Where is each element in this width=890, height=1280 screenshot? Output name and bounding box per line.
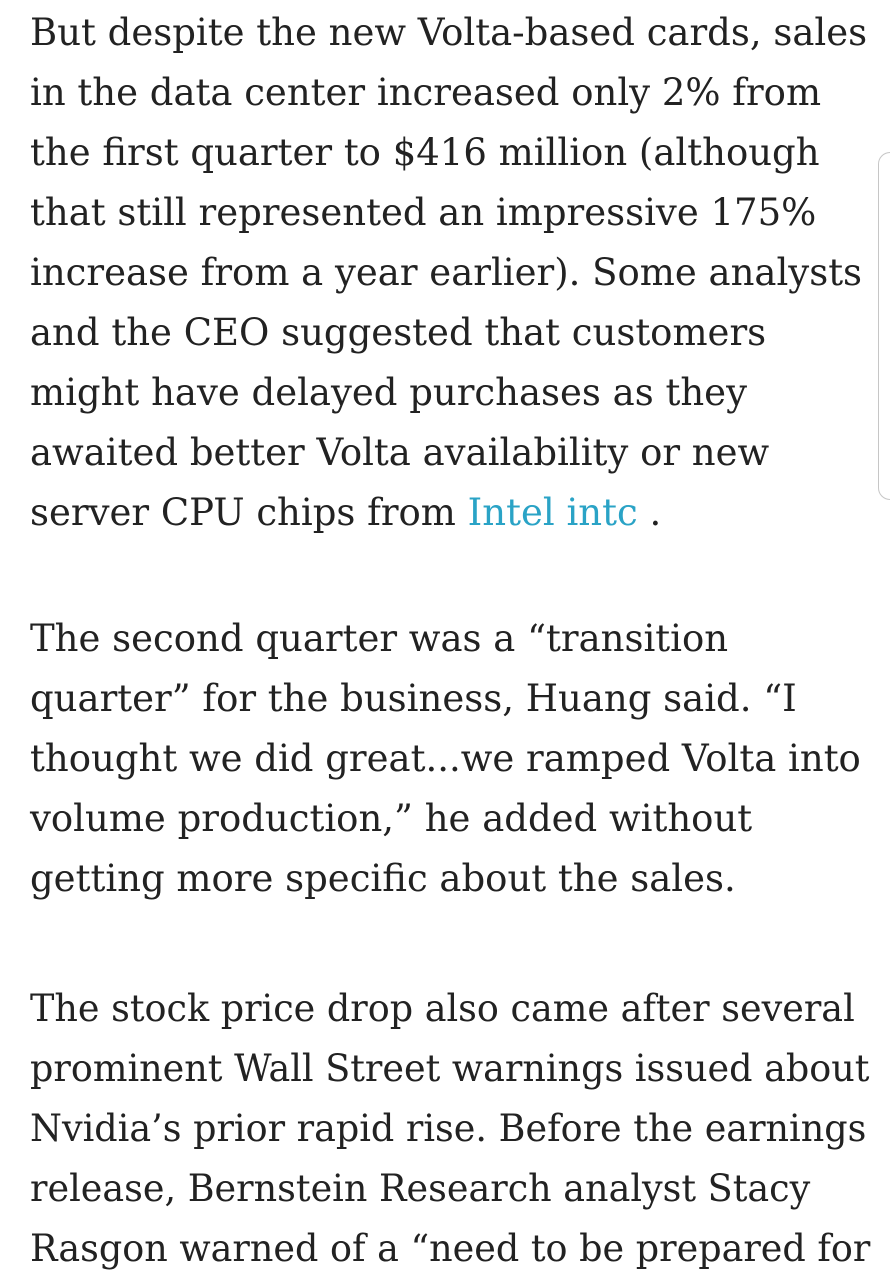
intel-stock-link[interactable]: Intel intc bbox=[467, 491, 638, 534]
text-line: But despite the new Volta-based cards, s… bbox=[30, 11, 868, 54]
text-line: The second quarter was a “transition bbox=[30, 617, 729, 660]
text-line: and the CEO suggested that customers bbox=[30, 311, 767, 354]
text-line: Rasgon warned of a “need to be prepared … bbox=[30, 1227, 871, 1270]
text-line: in the data center increased only 2% fro… bbox=[30, 71, 822, 114]
text-line: might have delayed purchases as they bbox=[30, 371, 747, 414]
text-line: that still represented an impressive 175… bbox=[30, 191, 817, 234]
text-line: release, Bernstein Research analyst Stac… bbox=[30, 1167, 811, 1210]
text-fragment: server CPU chips from bbox=[30, 491, 468, 534]
text-line: getting more specific about the sales. bbox=[30, 857, 736, 900]
text-line: The stock price drop also came after sev… bbox=[30, 987, 855, 1030]
text-line: the first quarter to $416 million (altho… bbox=[30, 131, 820, 174]
text-fragment: . bbox=[637, 491, 662, 534]
text-line: volume production,” he added without bbox=[30, 797, 753, 840]
text-line: increase from a year earlier). Some anal… bbox=[30, 251, 863, 294]
text-line: thought we did great...we ramped Volta i… bbox=[30, 737, 861, 780]
text-line: Nvidia’s prior rapid rise. Before the ea… bbox=[30, 1107, 867, 1150]
paragraph-stock-price-drop: The stock price drop also came after sev… bbox=[30, 979, 881, 1279]
text-line: prominent Wall Street warnings issued ab… bbox=[30, 1047, 870, 1090]
paragraph-data-center-sales: But despite the new Volta-based cards, s… bbox=[30, 3, 867, 543]
text-line: quarter” for the business, Huang said. “… bbox=[30, 677, 797, 720]
side-scroll-handle[interactable] bbox=[878, 152, 890, 500]
paragraph-transition-quarter: The second quarter was a “transition qua… bbox=[30, 609, 861, 909]
text-line: awaited better Volta availability or new bbox=[30, 431, 770, 474]
text-line-with-link: server CPU chips from Intel intc . bbox=[30, 483, 867, 543]
